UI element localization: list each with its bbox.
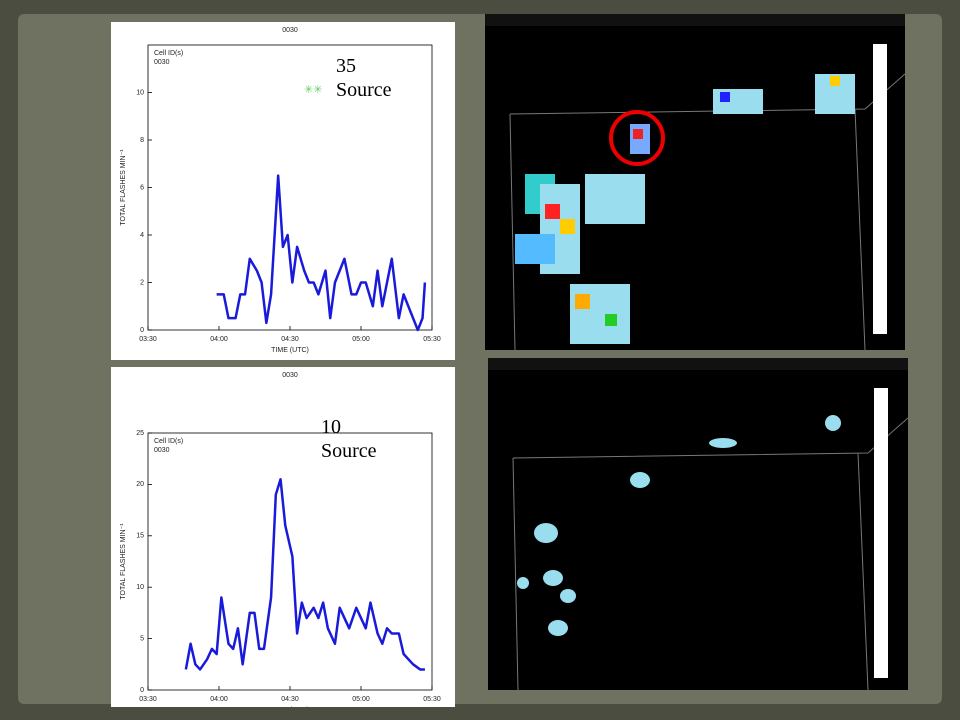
highlight-circle xyxy=(609,110,665,166)
x-tick-label: 04:00 xyxy=(210,696,228,703)
annotation: 35 Source xyxy=(336,55,392,101)
x-tick-label: 03:30 xyxy=(139,336,157,343)
y-tick-label: 0 xyxy=(140,687,144,694)
plot-frame xyxy=(147,432,433,691)
radar-image xyxy=(488,358,909,691)
data-line xyxy=(184,478,425,671)
x-tick-label: 03:30 xyxy=(139,696,157,703)
annotation: 10 Source xyxy=(321,416,377,462)
radar-image xyxy=(485,14,906,351)
x-tick-label: 04:30 xyxy=(281,696,299,703)
radar-header xyxy=(488,358,908,370)
y-tick-label: 2 xyxy=(140,279,144,286)
legend-entry: 0030 xyxy=(154,59,170,66)
x-tick-label: 05:00 xyxy=(352,336,370,343)
y-tick-label: 10 xyxy=(136,89,144,96)
x-tick-label: 04:30 xyxy=(281,336,299,343)
legend-entry: 0030 xyxy=(154,447,170,454)
state-border xyxy=(512,417,909,691)
y-tick-label: 4 xyxy=(140,232,144,239)
radar-drawing xyxy=(488,358,909,691)
y-axis-label: TOTAL FLASHES MIN⁻¹ xyxy=(120,523,127,600)
data-line xyxy=(216,174,427,332)
x-axis-label: TIME (UTC) xyxy=(271,347,309,354)
chart-title: 0030 xyxy=(282,372,298,379)
y-tick-label: 8 xyxy=(140,137,144,144)
x-tick-label: 05:30 xyxy=(423,336,441,343)
radar-header xyxy=(485,14,905,26)
x-tick-label: 05:30 xyxy=(423,696,441,703)
y-tick-label: 0 xyxy=(140,327,144,334)
y-axis-label: TOTAL FLASHES MIN⁻¹ xyxy=(120,149,127,226)
chart-panel: 0030 Cell ID(s) 0030 TIME (UTC) TOTAL FLASHE… xyxy=(111,22,455,360)
line-chart: 0030 Cell ID(s) 0030 TIME (UTC) TOTAL FLASHE… xyxy=(120,27,441,354)
radar-drawing xyxy=(485,14,906,351)
legend-title: Cell ID(s) xyxy=(154,438,183,445)
color-bar xyxy=(874,388,888,678)
color-bar xyxy=(873,44,887,334)
chart-title: 0030 xyxy=(282,27,298,34)
y-tick-label: 5 xyxy=(140,635,144,642)
x-tick-label: 04:00 xyxy=(210,336,228,343)
legend-title: Cell ID(s) xyxy=(154,50,183,57)
y-tick-label: 20 xyxy=(136,481,144,488)
y-tick-label: 25 xyxy=(136,430,144,437)
annotation-mark: ✳✳ xyxy=(304,84,323,96)
echo-cells xyxy=(517,415,841,636)
y-tick-label: 15 xyxy=(136,533,144,540)
y-tick-label: 6 xyxy=(140,184,144,191)
echo-cells xyxy=(515,74,855,344)
y-tick-label: 10 xyxy=(136,584,144,591)
x-tick-label: 05:00 xyxy=(352,696,370,703)
